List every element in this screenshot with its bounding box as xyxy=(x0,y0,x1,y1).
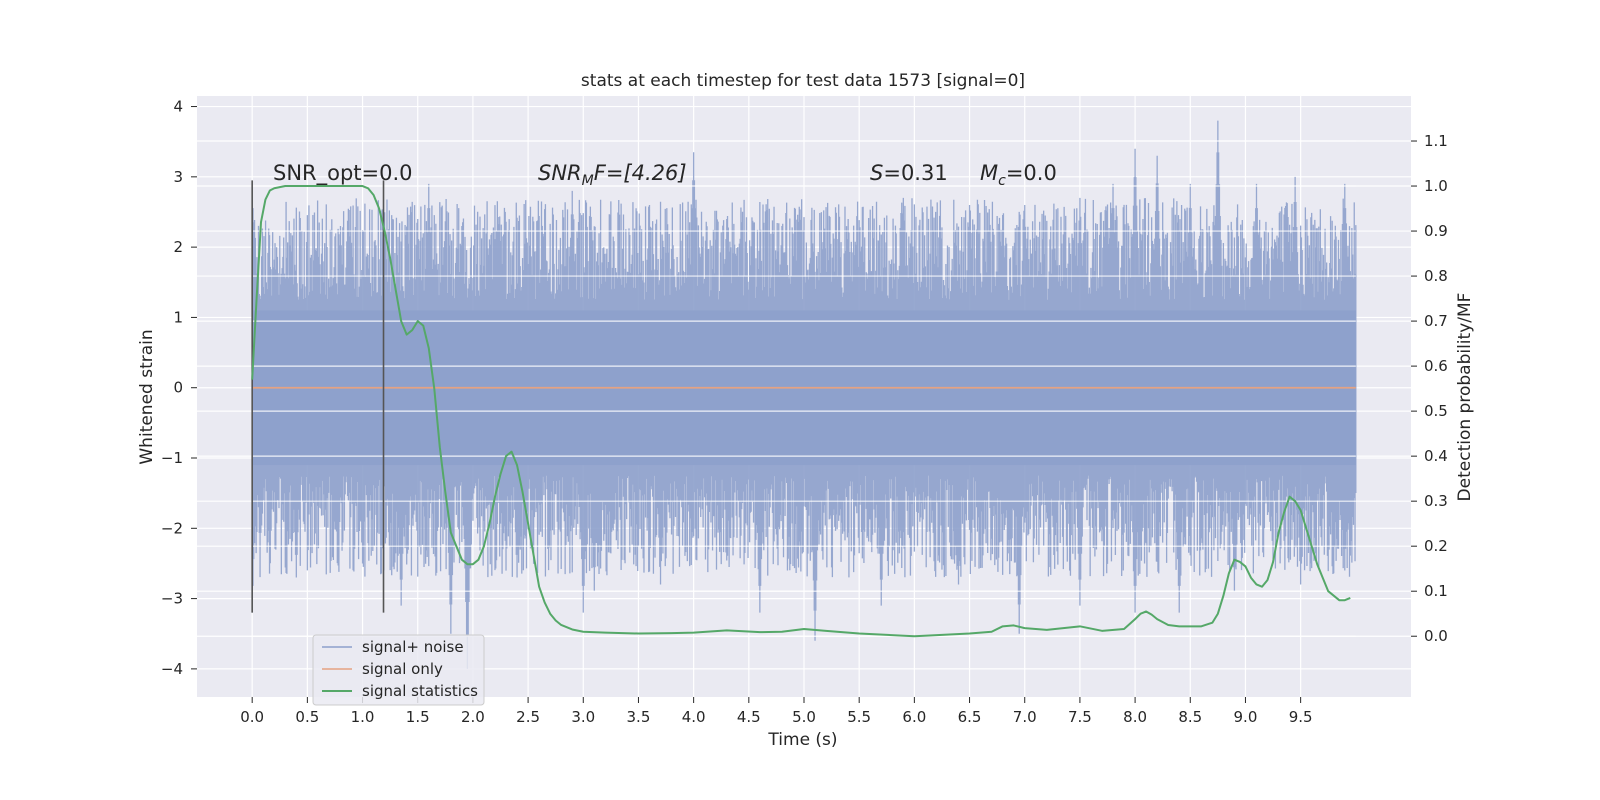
x-tick-label: 6.0 xyxy=(902,708,926,726)
y-tick-label: 3 xyxy=(173,168,183,186)
y-axis-label: Whitened strain xyxy=(137,329,157,464)
y-tick-label: −3 xyxy=(161,590,183,608)
x-tick-label: 4.0 xyxy=(682,708,706,726)
y-tick-label: 4 xyxy=(173,98,183,116)
legend: signal+ noise signal only signal statist… xyxy=(312,634,485,706)
x-tick-label: 1.0 xyxy=(351,708,375,726)
annotation-s-main: S xyxy=(870,161,883,185)
x-tick-label: 2.0 xyxy=(461,708,485,726)
data-layer xyxy=(251,120,1357,669)
annotation-snr-mf-sub: M xyxy=(582,173,594,189)
annotation-mc: Mc=0.0 xyxy=(980,161,1057,189)
y-axis-right: 0.0 0.1 0.2 0.3 0.4 0.5 0.6 0.7 0.8 0.9 1.0 1.1 xyxy=(1411,132,1448,645)
y-tick-label: 1 xyxy=(173,308,183,326)
annotation-snr-mf-rest: F=[4.26] xyxy=(594,161,687,185)
x-tick-label: 3.0 xyxy=(571,708,595,726)
annotation-snr-mf: SNRMF=[4.26] xyxy=(538,161,687,189)
y2-tick-label: 0.3 xyxy=(1424,492,1448,510)
y-tick-label: −1 xyxy=(161,449,183,467)
x-tick-label: 8.0 xyxy=(1123,708,1147,726)
annotation-mc-sub: c xyxy=(998,173,1006,189)
annotation-s-rest: =0.31 xyxy=(883,161,947,185)
y2-tick-label: 0.9 xyxy=(1424,222,1448,240)
y-tick-label: 2 xyxy=(173,238,183,256)
x-tick-label: 1.5 xyxy=(406,708,430,726)
annotation-mc-rest: =0.0 xyxy=(1006,161,1057,185)
legend-label-signal-statistics: signal statistics xyxy=(362,682,478,700)
x-tick-label: 8.5 xyxy=(1178,708,1202,726)
x-axis: 0.0 0.5 1.0 1.5 2.0 2.5 3.0 3.5 4.0 4.5 5.0 5.5 6.0 6… xyxy=(240,697,1313,726)
y2-tick-label: 0.5 xyxy=(1424,402,1448,420)
y2-tick-label: 0.4 xyxy=(1424,447,1448,465)
y-tick-label: 0 xyxy=(173,379,183,397)
x-tick-label: 7.0 xyxy=(1013,708,1037,726)
series-signal-statistics xyxy=(251,185,1351,638)
annotation-snr-mf-main: SNR xyxy=(538,161,582,185)
x-tick-label: 5.0 xyxy=(792,708,816,726)
x-tick-label: 3.5 xyxy=(627,708,651,726)
y2-tick-label: 0.2 xyxy=(1424,537,1448,555)
y2-tick-label: 0.6 xyxy=(1424,357,1448,375)
y-tick-label: −4 xyxy=(161,660,183,678)
legend-box xyxy=(312,634,485,706)
y2-axis-label: Detection probability/MF xyxy=(1455,293,1475,502)
x-tick-label: 7.5 xyxy=(1068,708,1092,726)
x-tick-label: 4.5 xyxy=(737,708,761,726)
x-tick-label: 0.5 xyxy=(295,708,319,726)
x-tick-label: 6.5 xyxy=(958,708,982,726)
annotation-s: S=0.31 xyxy=(870,161,948,185)
legend-label-signal-only: signal only xyxy=(362,660,443,678)
y2-tick-label: 1.1 xyxy=(1424,132,1448,150)
annotation-snr-opt: SNR_opt=0.0 xyxy=(273,161,413,186)
x-tick-label: 9.0 xyxy=(1234,708,1258,726)
y2-tick-label: 0.7 xyxy=(1424,312,1448,330)
y-axis-left: −4 −3 −2 −1 0 1 2 3 4 xyxy=(161,98,197,678)
x-tick-label: 0.0 xyxy=(240,708,264,726)
x-tick-label: 9.5 xyxy=(1289,708,1313,726)
x-axis-label: Time (s) xyxy=(767,730,837,750)
chart-title: stats at each timestep for test data 157… xyxy=(581,71,1025,91)
x-tick-label: 2.5 xyxy=(516,708,540,726)
y2-tick-label: 0.1 xyxy=(1424,582,1448,600)
y-tick-label: −2 xyxy=(161,519,183,537)
y2-tick-label: 0.0 xyxy=(1424,627,1448,645)
annotation-mc-main: M xyxy=(980,161,998,185)
y2-tick-label: 1.0 xyxy=(1424,177,1448,195)
y2-tick-label: 0.8 xyxy=(1424,267,1448,285)
legend-label-signal-noise: signal+ noise xyxy=(362,638,464,656)
x-tick-label: 5.5 xyxy=(847,708,871,726)
